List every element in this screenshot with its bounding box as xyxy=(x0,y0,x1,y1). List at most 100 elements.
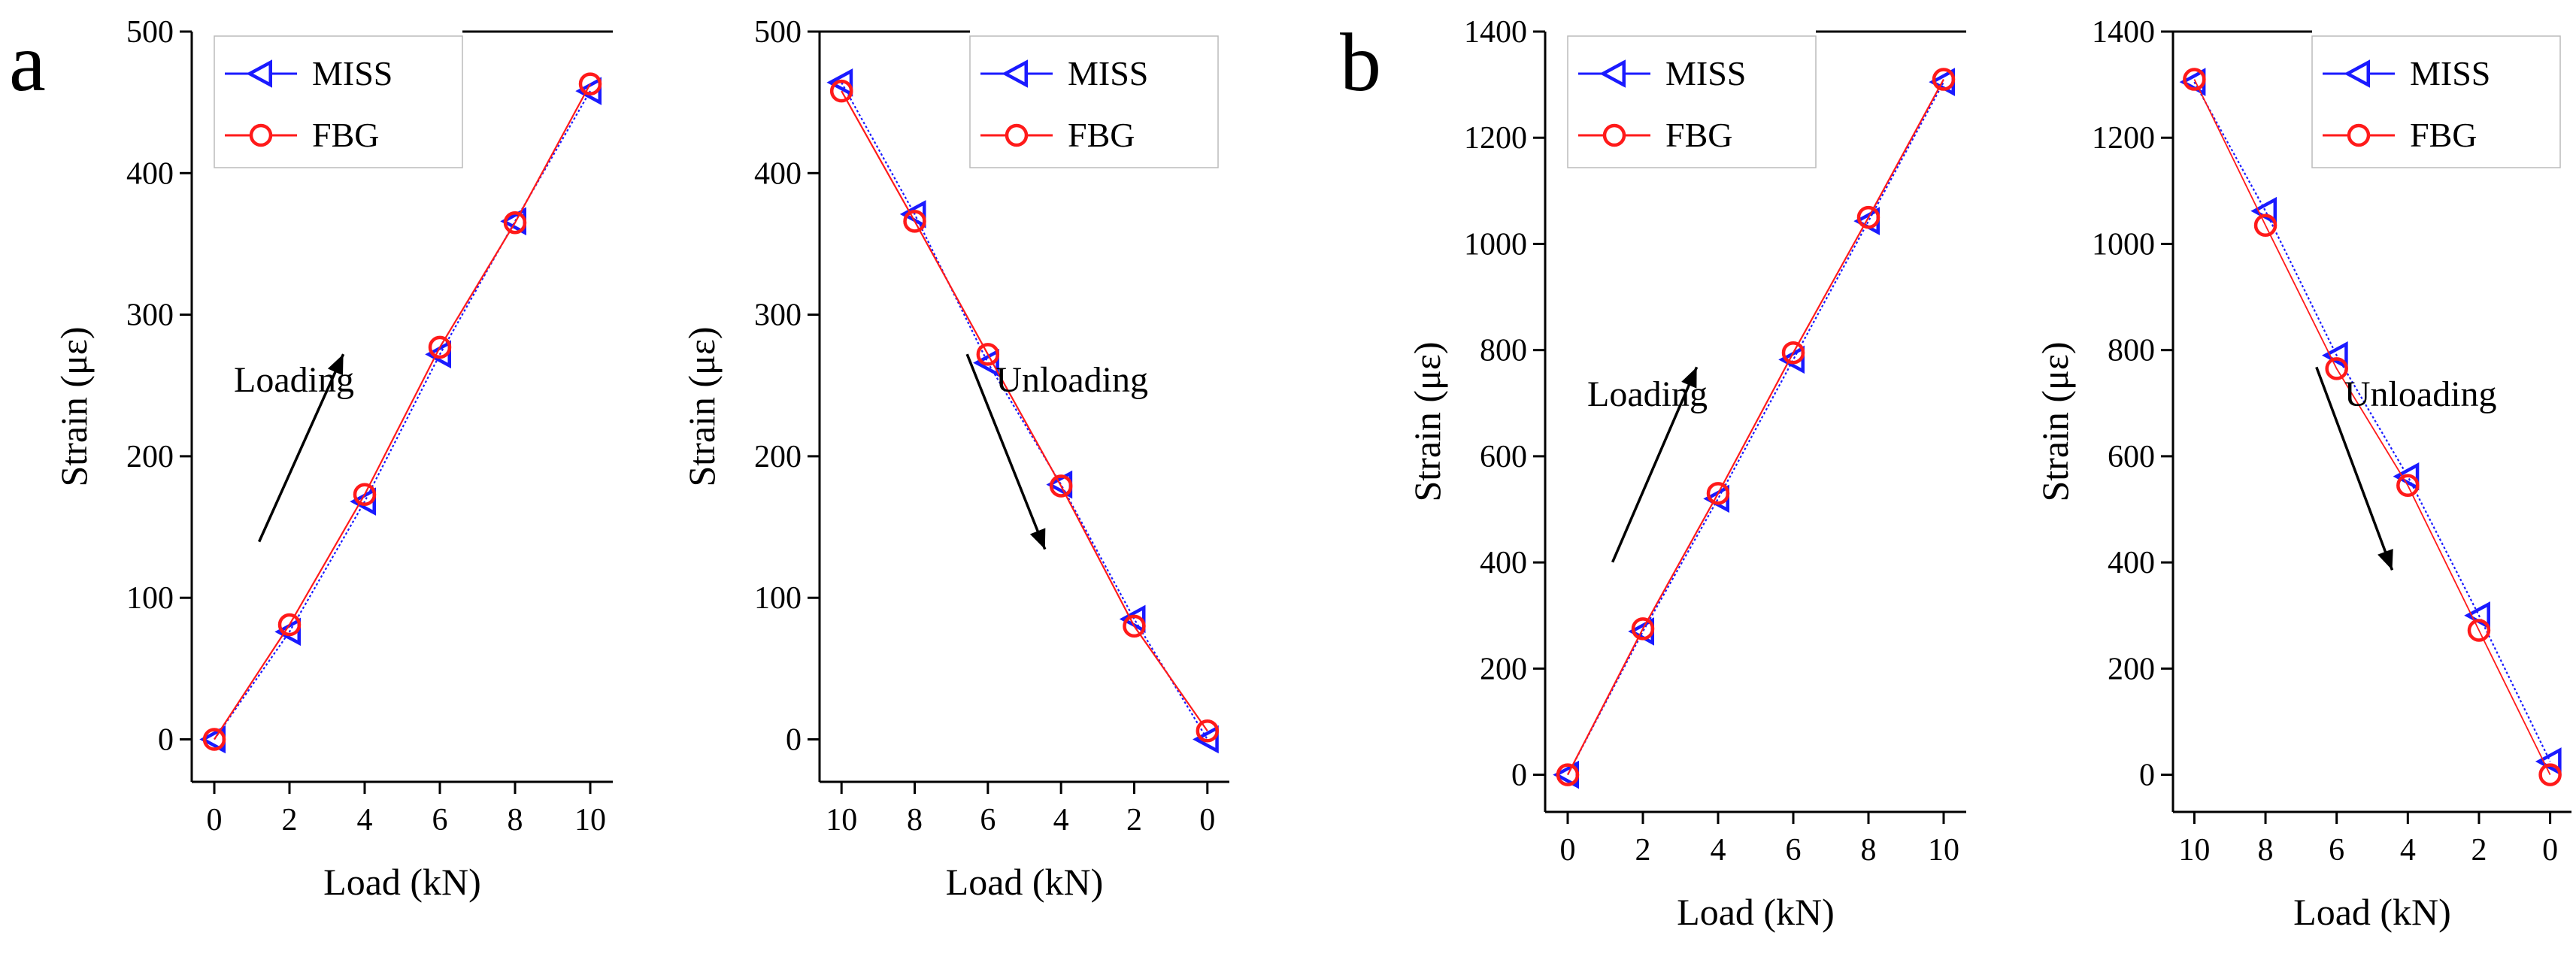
y-tick-label: 1400 xyxy=(2092,15,2155,50)
miss-point xyxy=(973,348,999,377)
y-axis-title: Strain (με) xyxy=(2034,341,2076,501)
legend-marker-fbg xyxy=(2347,123,2371,147)
y-tick-label: 1200 xyxy=(1464,121,1527,156)
y-tick-label: 300 xyxy=(754,298,802,333)
x-tick-label: 4 xyxy=(1711,833,1726,868)
x-tick-label: 2 xyxy=(2471,833,2487,868)
panel-label-b: b xyxy=(1340,17,1381,108)
y-tick-label: 500 xyxy=(126,15,174,50)
chart-3: 0 200 400 600 800 1000 1200 1400 0 2 4 6 8 10 Load (kN… xyxy=(1406,15,1966,933)
chart-1: 0 100 200 300 400 500 0 2 4 6 8 10 Load (kN) Strain (… xyxy=(53,15,613,903)
series-line-fbg xyxy=(841,90,1208,731)
fbg-point xyxy=(2396,474,2420,497)
x-tick-label: 0 xyxy=(207,803,223,837)
loading-arrow-head xyxy=(327,354,344,376)
fbg-point xyxy=(1932,68,1956,91)
fbg-point xyxy=(829,79,853,103)
y-tick-label: 500 xyxy=(754,15,802,50)
legend-box xyxy=(214,35,463,168)
x-axis-title: Load (kN) xyxy=(2293,891,2451,933)
y-tick-label: 0 xyxy=(158,723,174,758)
y-tick-label: 200 xyxy=(754,440,802,474)
y-tick-label: 400 xyxy=(126,156,174,191)
x-axis-title: Load (kN) xyxy=(1677,891,1835,933)
y-tick-label: 0 xyxy=(1511,759,1527,793)
fbg-point xyxy=(202,728,226,751)
fbg-point xyxy=(277,613,302,637)
legend-label-fbg: FBG xyxy=(1665,116,1732,154)
fbg-point xyxy=(1781,341,1805,365)
fbg-point xyxy=(2183,68,2206,91)
x-tick-label: 10 xyxy=(826,803,857,837)
legend-marker-fbg xyxy=(249,123,273,147)
x-axis-title: Load (kN) xyxy=(323,861,481,903)
legend-marker-miss xyxy=(246,59,272,88)
y-tick-label: 200 xyxy=(126,440,174,474)
unloading-arrow-head xyxy=(2377,549,2393,571)
y-axis-title: Strain (με) xyxy=(680,326,723,486)
legend-box xyxy=(2311,35,2561,168)
legend-marker-miss xyxy=(1599,59,1626,88)
x-tick-label: 6 xyxy=(432,803,448,837)
fbg-point xyxy=(1706,482,1730,505)
legend-box xyxy=(1567,35,1817,168)
y-axis-title: Strain (με) xyxy=(1406,341,1448,501)
y-tick-label: 400 xyxy=(2108,546,2155,580)
unloading-arrow-shaft xyxy=(965,353,1047,550)
x-tick-label: 2 xyxy=(1635,833,1651,868)
fbg-point xyxy=(903,210,926,233)
y-axis-title: Strain (με) xyxy=(53,326,95,486)
x-tick-label: 2 xyxy=(282,803,298,837)
legend-label-miss: MISS xyxy=(2410,54,2490,92)
y-tick-label: 300 xyxy=(126,298,174,333)
y-tick-label: 1400 xyxy=(1464,15,1527,50)
x-tick-label: 6 xyxy=(2329,833,2344,868)
fbg-point xyxy=(1049,474,1073,498)
annotation-label: Loading xyxy=(1587,374,1708,414)
legend-marker-miss xyxy=(1002,59,1028,88)
x-tick-label: 4 xyxy=(1053,803,1069,837)
series-line-miss xyxy=(841,82,1208,740)
series-line-fbg xyxy=(214,83,591,740)
y-tick-label: 600 xyxy=(1480,440,1527,474)
fbg-point xyxy=(976,343,1000,366)
miss-point xyxy=(2535,747,2562,776)
chart-4: 0 200 400 600 800 1000 1200 1400 10 8 6 4 2 0 Load (kN… xyxy=(2034,15,2571,933)
x-axis-title: Load (kN) xyxy=(946,861,1104,903)
x-tick-label: 4 xyxy=(357,803,373,837)
x-tick-label: 8 xyxy=(1861,833,1877,868)
fbg-point xyxy=(2467,619,2491,642)
miss-point xyxy=(2393,462,2420,491)
legend-label-miss: MISS xyxy=(312,54,392,92)
series-line-miss xyxy=(2193,81,2551,762)
fbg-point xyxy=(2538,763,2562,786)
y-tick-label: 0 xyxy=(786,723,802,758)
fbg-point xyxy=(353,483,377,506)
legend-marker-fbg xyxy=(1005,123,1029,147)
loading-arrow-head xyxy=(1681,367,1697,389)
loading-arrow-shaft xyxy=(258,353,345,543)
fbg-point xyxy=(2253,214,2277,237)
x-tick-label: 10 xyxy=(2178,833,2210,868)
fbg-point xyxy=(428,335,452,359)
x-tick-label: 10 xyxy=(574,803,606,837)
legend-label-fbg: FBG xyxy=(1068,116,1135,154)
y-tick-label: 0 xyxy=(2139,759,2155,793)
series-line-miss xyxy=(214,90,591,740)
y-tick-label: 1000 xyxy=(2092,227,2155,262)
x-tick-label: 8 xyxy=(508,803,523,837)
unloading-arrow-head xyxy=(1029,528,1046,550)
fbg-point xyxy=(1631,617,1655,641)
y-tick-label: 100 xyxy=(126,581,174,616)
fbg-point xyxy=(578,72,602,95)
x-tick-label: 2 xyxy=(1126,803,1142,837)
fbg-point xyxy=(2325,357,2348,380)
legend-box xyxy=(969,35,1219,168)
legend-label-miss: MISS xyxy=(1665,54,1746,92)
fbg-point xyxy=(1123,614,1146,638)
y-tick-label: 400 xyxy=(754,156,802,191)
fbg-point xyxy=(1196,719,1220,743)
miss-point xyxy=(826,68,853,97)
